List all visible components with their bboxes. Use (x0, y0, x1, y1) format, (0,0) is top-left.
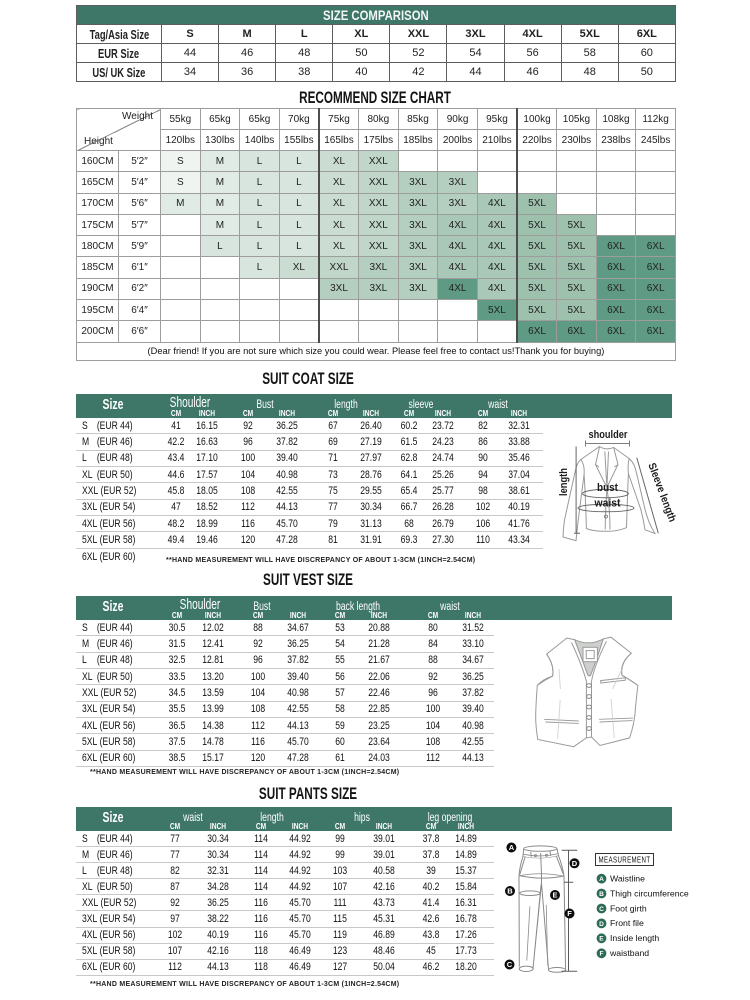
svg-text:bust: bust (597, 482, 618, 494)
svg-text:waist: waist (594, 498, 621, 510)
svg-text:length: length (558, 468, 570, 496)
svg-text:Waistline: Waistline (610, 874, 645, 884)
svg-text:F: F (567, 909, 572, 918)
svg-text:waistband: waistband (609, 948, 649, 958)
svg-text:MEASUREMENT: MEASUREMENT (599, 855, 651, 864)
svg-text:F: F (599, 951, 603, 958)
svg-text:E: E (599, 936, 604, 943)
svg-text:Thigh circumference: Thigh circumference (610, 888, 689, 898)
svg-text:D: D (599, 921, 604, 928)
svg-text:C: C (507, 960, 513, 969)
svg-text:Inside length: Inside length (610, 933, 659, 943)
svg-text:A: A (509, 843, 515, 852)
svg-text:C: C (599, 906, 604, 913)
svg-text:B: B (599, 891, 604, 898)
svg-text:A: A (599, 876, 604, 883)
svg-text:Foot girth: Foot girth (610, 903, 647, 913)
svg-text:D: D (572, 859, 578, 868)
svg-text:B: B (507, 887, 513, 896)
svg-text:Front file: Front file (610, 918, 644, 928)
svg-text:E: E (552, 891, 557, 900)
svg-text:shoulder: shoulder (589, 429, 629, 441)
svg-text:Sleeve length: Sleeve length (645, 461, 678, 523)
